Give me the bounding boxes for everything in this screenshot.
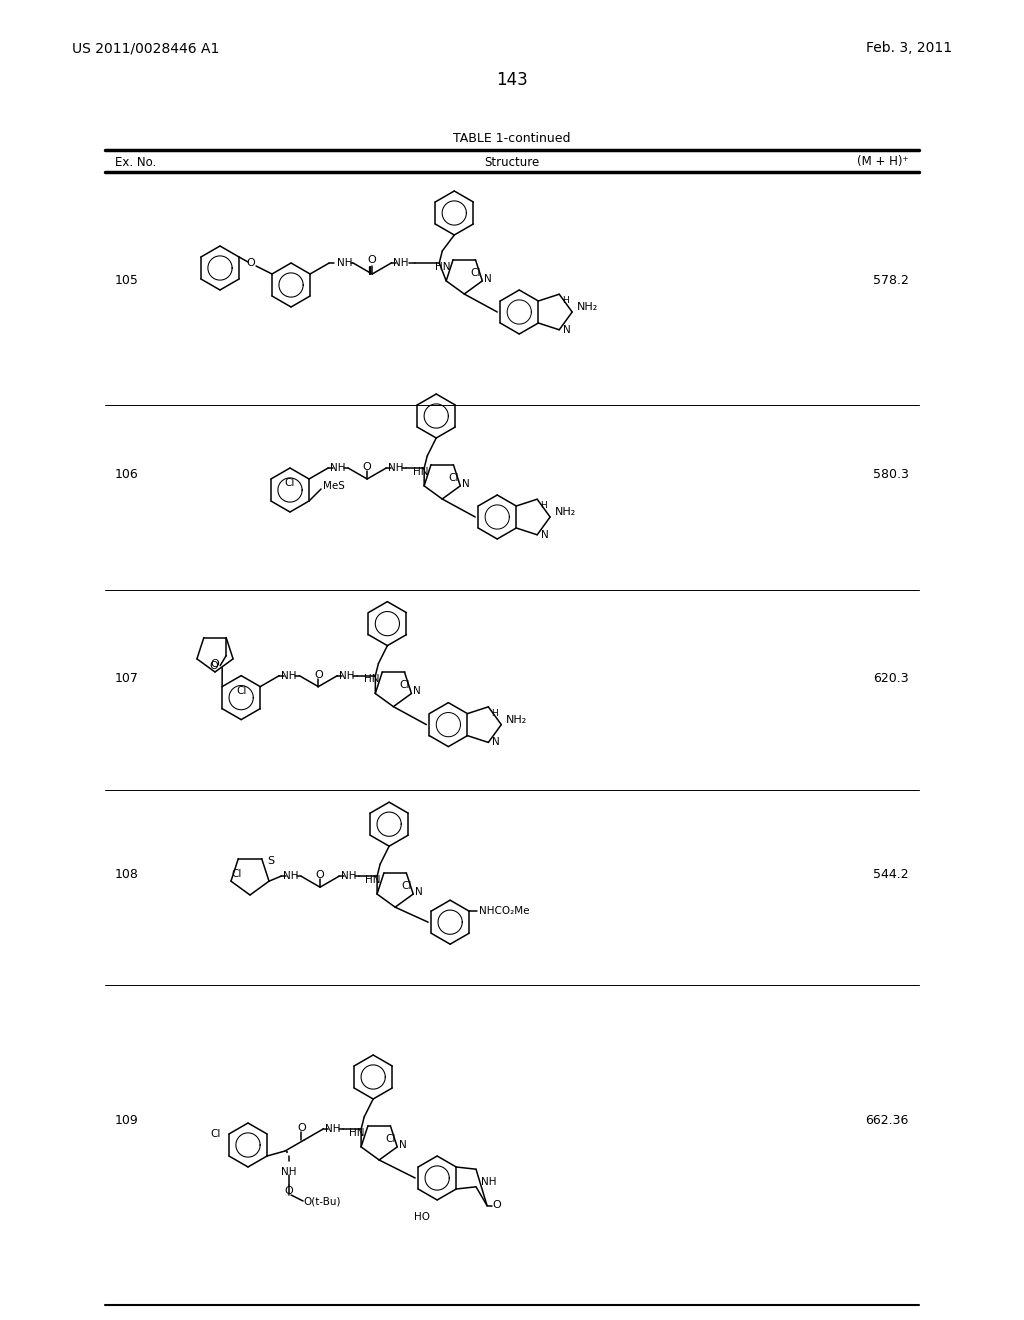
Text: N: N [493, 738, 500, 747]
Text: Cl: Cl [470, 268, 480, 277]
Text: NH: NH [330, 463, 346, 473]
Text: O: O [298, 1123, 306, 1133]
Text: 662.36: 662.36 [865, 1114, 909, 1126]
Text: US 2011/0028446 A1: US 2011/0028446 A1 [72, 41, 219, 55]
Text: S: S [267, 855, 273, 866]
Text: Cl: Cl [401, 880, 412, 891]
Text: 106: 106 [115, 469, 138, 482]
Text: O: O [210, 660, 218, 671]
Text: Ex. No.: Ex. No. [115, 156, 157, 169]
Text: Structure: Structure [484, 156, 540, 169]
Text: NH: NH [337, 257, 352, 268]
Text: Cl: Cl [285, 478, 295, 488]
Text: O: O [285, 1185, 294, 1196]
Text: NH₂: NH₂ [578, 302, 598, 312]
Text: O: O [211, 659, 219, 669]
Text: Cl: Cl [231, 869, 242, 879]
Text: NH: NH [283, 871, 299, 882]
Text: 620.3: 620.3 [873, 672, 909, 685]
Text: HO: HO [414, 1212, 430, 1222]
Text: O: O [314, 669, 323, 680]
Text: HN: HN [364, 675, 379, 684]
Text: 109: 109 [115, 1114, 138, 1126]
Text: NH: NH [339, 671, 355, 681]
Text: NH: NH [282, 1167, 297, 1177]
Text: NH₂: NH₂ [555, 507, 577, 517]
Text: N: N [484, 273, 493, 284]
Text: HN: HN [366, 875, 381, 884]
Text: NH: NH [393, 257, 409, 268]
Text: NH: NH [282, 671, 297, 681]
Text: NH: NH [326, 1125, 341, 1134]
Text: HN: HN [349, 1127, 365, 1138]
Text: H: H [541, 502, 547, 511]
Text: Cl: Cl [399, 680, 410, 690]
Text: MeS: MeS [323, 480, 345, 491]
Text: (M + H)⁺: (M + H)⁺ [857, 156, 909, 169]
Text: •: • [285, 1150, 289, 1156]
Text: O: O [492, 1200, 501, 1210]
Text: HN: HN [413, 467, 428, 477]
Text: O: O [362, 462, 372, 473]
Text: NH: NH [481, 1177, 497, 1187]
Text: 105: 105 [115, 273, 139, 286]
Text: N: N [415, 887, 423, 898]
Text: O: O [247, 257, 255, 268]
Text: 107: 107 [115, 672, 139, 685]
Text: NHCO₂Me: NHCO₂Me [479, 907, 529, 916]
Text: Cl: Cl [449, 473, 459, 483]
Text: O(t-Bu): O(t-Bu) [303, 1196, 341, 1206]
Text: HN: HN [434, 261, 451, 272]
Text: 544.2: 544.2 [873, 869, 909, 882]
Text: H: H [492, 709, 498, 718]
Text: O: O [368, 255, 377, 265]
Text: 578.2: 578.2 [873, 273, 909, 286]
Text: NH: NH [388, 463, 403, 473]
Text: 580.3: 580.3 [873, 469, 909, 482]
Text: NH₂: NH₂ [506, 714, 527, 725]
Text: 143: 143 [496, 71, 528, 88]
Text: 108: 108 [115, 869, 139, 882]
Text: Cl: Cl [211, 1129, 221, 1139]
Text: N: N [563, 325, 571, 335]
Text: NH: NH [341, 871, 356, 882]
Text: N: N [542, 529, 549, 540]
Text: Feb. 3, 2011: Feb. 3, 2011 [866, 41, 952, 55]
Text: N: N [399, 1140, 407, 1150]
Text: Cl: Cl [385, 1134, 395, 1143]
Text: O: O [315, 870, 325, 880]
Text: TABLE 1-continued: TABLE 1-continued [454, 132, 570, 144]
Text: H: H [562, 296, 569, 305]
Text: N: N [462, 479, 470, 488]
Text: N: N [414, 686, 421, 697]
Text: Cl: Cl [236, 685, 247, 696]
